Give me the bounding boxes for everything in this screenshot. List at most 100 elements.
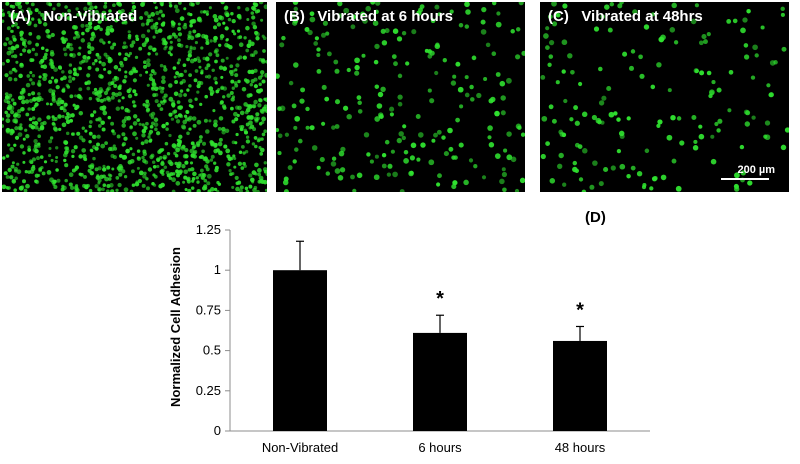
- cell-dot: [115, 176, 120, 180]
- cell-dot: [764, 120, 771, 126]
- cell-dot: [562, 3, 568, 9]
- cell-dot: [245, 7, 250, 12]
- cell-dot: [52, 122, 56, 127]
- cell-dot: [316, 165, 321, 170]
- cell-dot: [7, 186, 11, 190]
- cell-dot: [488, 142, 495, 148]
- cell-dot: [48, 153, 52, 158]
- cell-dot: [265, 60, 267, 64]
- cell-dot: [260, 109, 265, 114]
- cell-dot: [13, 143, 17, 147]
- cell-dot: [222, 105, 227, 110]
- cell-dot: [90, 17, 95, 22]
- cell-dot: [784, 127, 789, 133]
- cell-dot: [38, 168, 43, 173]
- cell-dot: [110, 121, 115, 126]
- cell-dot: [253, 99, 258, 105]
- cell-dot: [234, 175, 239, 180]
- cell-dot: [228, 69, 233, 74]
- cell-dot: [143, 125, 147, 129]
- cell-dot: [780, 6, 785, 12]
- y-tick-label: 1: [214, 262, 221, 277]
- cell-dot: [124, 75, 128, 79]
- cell-dot: [31, 91, 36, 96]
- cell-dot: [208, 6, 212, 10]
- cell-dot: [42, 76, 47, 82]
- cell-dot: [510, 156, 517, 163]
- cell-dot: [239, 185, 244, 190]
- cell-dot: [380, 28, 386, 34]
- cell-dot: [435, 42, 440, 47]
- cell-dot: [169, 53, 173, 57]
- panel-d-label: (D): [585, 209, 606, 226]
- cell-dot: [698, 40, 704, 46]
- cell-dot: [178, 93, 183, 98]
- cell-dot: [110, 189, 115, 192]
- cell-dot: [434, 70, 439, 76]
- cell-dot: [68, 46, 74, 52]
- cell-dot: [159, 100, 163, 104]
- cell-dot: [90, 163, 95, 168]
- cell-dot: [616, 117, 621, 122]
- cell-dot: [501, 171, 507, 178]
- cell-dot: [46, 34, 51, 39]
- cell-dot: [171, 143, 177, 149]
- cell-dot: [219, 34, 225, 39]
- cell-dot: [309, 11, 315, 17]
- cell-dot: [65, 83, 69, 88]
- cell-dot: [249, 115, 254, 120]
- cell-dot: [14, 112, 19, 117]
- cell-dot: [107, 40, 111, 44]
- cell-dot: [101, 61, 106, 67]
- cell-dot: [177, 170, 183, 176]
- cell-dot: [517, 125, 522, 130]
- cell-dot: [173, 91, 179, 97]
- cell-dot: [389, 106, 395, 112]
- cell-dot: [311, 145, 318, 151]
- cell-dot: [558, 152, 564, 159]
- cell-dot: [189, 12, 193, 17]
- cell-dot: [70, 185, 75, 190]
- cell-dot: [642, 183, 647, 188]
- cell-dot: [68, 75, 72, 79]
- cell-dot: [473, 164, 478, 169]
- cell-dot: [73, 145, 78, 150]
- cell-dot: [245, 189, 250, 192]
- cell-dot: [196, 119, 202, 125]
- cell-dot: [61, 36, 65, 41]
- cell-dot: [727, 108, 732, 113]
- cell-dot: [27, 170, 32, 174]
- cell-dot: [258, 2, 264, 5]
- cell-dot: [350, 174, 355, 180]
- cell-dot: [178, 139, 182, 144]
- cell-dot: [12, 67, 16, 71]
- cell-dot: [19, 123, 23, 127]
- cell-dot: [148, 76, 154, 81]
- cell-dot: [110, 45, 115, 50]
- cell-dot: [245, 139, 251, 144]
- cell-dot: [183, 7, 187, 11]
- cell-dot: [142, 174, 147, 179]
- cell-dot: [224, 5, 229, 10]
- cell-dot: [261, 79, 266, 84]
- cell-dot: [228, 44, 233, 50]
- cell-dot: [177, 26, 182, 31]
- cell-dot: [9, 105, 15, 111]
- cell-dot: [215, 53, 220, 58]
- cell-dot: [141, 128, 147, 134]
- cell-dot: [145, 177, 149, 181]
- cell-dot: [436, 129, 442, 135]
- cell-dot: [198, 135, 203, 139]
- cell-dot: [251, 103, 257, 109]
- cell-dot: [671, 158, 677, 164]
- cell-dot: [161, 37, 166, 43]
- cell-dot: [416, 157, 421, 162]
- cell-dot: [356, 95, 362, 100]
- cell-dot: [244, 186, 249, 191]
- cell-dot: [264, 72, 267, 78]
- cell-dot: [72, 67, 77, 72]
- y-tick-label: 1.25: [196, 222, 221, 237]
- cell-dot: [559, 131, 565, 137]
- cell-dot: [322, 20, 328, 26]
- cell-dot: [86, 56, 91, 60]
